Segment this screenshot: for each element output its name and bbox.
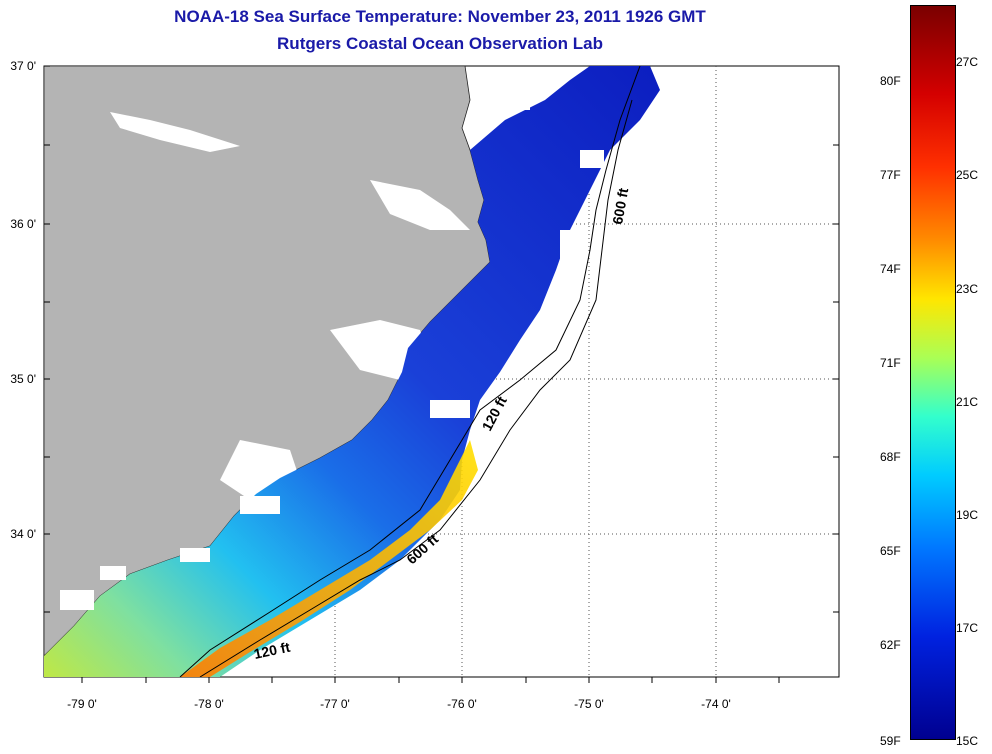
colorbar-label-c: 21C xyxy=(956,395,979,409)
contour-label: 120 ft xyxy=(252,639,291,662)
lat-label: 35 0' xyxy=(10,372,36,386)
colorbar-label-c: 17C xyxy=(956,621,979,635)
lon-label: -74 0' xyxy=(701,697,731,711)
colorbar-label-c: 25C xyxy=(956,168,979,182)
lon-label: -78 0' xyxy=(194,697,224,711)
lon-label: -76 0' xyxy=(447,697,477,711)
chart-subtitle: Rutgers Coastal Ocean Observation Lab xyxy=(277,34,603,53)
sst-map: 600 ft 120 ft 600 ft 120 ft xyxy=(43,65,840,683)
chart-title: NOAA-18 Sea Surface Temperature: Novembe… xyxy=(174,7,706,26)
colorbar-label-c: 23C xyxy=(956,282,979,296)
lon-label: -75 0' xyxy=(574,697,604,711)
colorbar-label-c: 15C xyxy=(956,734,979,748)
colorbar-label-f: 62F xyxy=(880,638,901,652)
temperature-colorbar xyxy=(910,5,956,740)
axis-ticks xyxy=(44,65,839,683)
colorbar-label-c: 19C xyxy=(956,508,979,522)
cloud-cover xyxy=(60,90,604,610)
lat-label: 37 0' xyxy=(10,59,36,73)
colorbar-label-f: 80F xyxy=(880,74,901,88)
colorbar-label-f: 74F xyxy=(880,262,901,276)
colorbar-label-f: 65F xyxy=(880,544,901,558)
lat-label: 36 0' xyxy=(10,217,36,231)
lon-label: -79 0' xyxy=(67,697,97,711)
contour-120ft xyxy=(179,66,641,677)
colorbar-label-f: 68F xyxy=(880,450,901,464)
colorbar-label-f: 77F xyxy=(880,168,901,182)
colorbar-label-f: 59F xyxy=(880,734,901,748)
contour-label: 600 ft xyxy=(609,186,631,225)
colorbar-label-f: 71F xyxy=(880,356,901,370)
lon-label: -77 0' xyxy=(320,697,350,711)
contour-600ft xyxy=(199,99,633,677)
sst-field xyxy=(44,66,660,677)
colorbar-label-c: 27C xyxy=(956,55,979,69)
lat-label: 34 0' xyxy=(10,527,36,541)
